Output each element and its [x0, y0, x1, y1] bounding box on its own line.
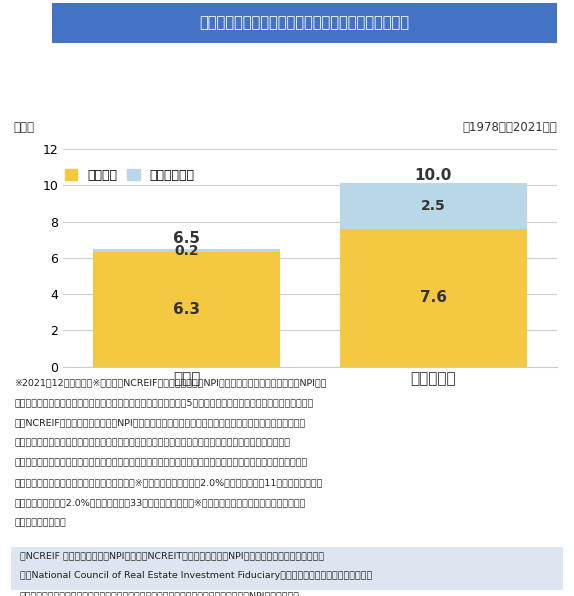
- Text: 直接もしくはファンド経由で投資する投資目的でのみ保有される不動産の価格指数です。NPIに組み入れら: 直接もしくはファンド経由で投資する投資目的でのみ保有される不動産の価格指数です。…: [20, 591, 300, 596]
- Bar: [93, 249, 280, 252]
- Text: 入対象である集合住宅、ホテル、産業施設、オフィス、商業施設の5セクターの単純平均リターンです。セクター分: 入対象である集合住宅、ホテル、産業施設、オフィス、商業施設の5セクターの単純平均…: [14, 399, 313, 408]
- Legend: 賃料収益, 値上がり収益: 賃料収益, 値上がり収益: [60, 164, 200, 187]
- Text: 「NCREIF プロパティ指数（NPI）とは」NCREITプロパティ指数（NPI）は、米国不動産投資受託者協: 「NCREIF プロパティ指数（NPI）とは」NCREITプロパティ指数（NPI…: [20, 551, 324, 560]
- Text: 会（National Council of Real Estate Investment Fiduciary）が作成・公表する、機関投資家が: 会（National Council of Real Estate Invest…: [20, 571, 372, 580]
- Text: 6.5: 6.5: [173, 231, 200, 246]
- Bar: [340, 184, 527, 229]
- Text: ※2021年12月末時点。※上記は、NCREIFプロパティ指数（NPI）を使用しています。収益率はNPIの組: ※2021年12月末時点。※上記は、NCREIFプロパティ指数（NPI）を使用し…: [14, 378, 327, 388]
- Text: 10.0: 10.0: [414, 167, 452, 182]
- Text: 0.2: 0.2: [174, 244, 199, 257]
- Bar: [340, 229, 527, 367]
- Text: 異なるインフレ期における実物不動産の年率リターン: 異なるインフレ期における実物不動産の年率リターン: [199, 15, 409, 30]
- Text: に対するインカムの比率）、および値上がり収益（前期末の不動産時価に対する今期中の不動産価値増減分: に対するインカムの比率）、および値上がり収益（前期末の不動産時価に対する今期中の…: [14, 439, 290, 448]
- Text: 類はNCREIFの定義に基づきます。NPIは不動産の時価を使用しており、賃料等収益（前期末の不動産時価: 類はNCREIFの定義に基づきます。NPIは不動産の時価を使用しており、賃料等収…: [14, 418, 305, 427]
- Text: い場合があります。: い場合があります。: [14, 519, 66, 527]
- Text: 金調達をしていないものとして計算されます。※通常期はインフレ率が2.0%未満の年（過去11期間）　、インフ: 金調達をしていないものとして計算されます。※通常期はインフレ率が2.0%未満の年…: [14, 479, 323, 488]
- Text: （％）: （％）: [14, 121, 35, 134]
- Text: （1978年～2021年）: （1978年～2021年）: [462, 121, 557, 134]
- Bar: [93, 252, 280, 367]
- Text: の比率）の合計によって計算されます。なお、支払利息がリターンに与える影響を排除するために、負債による資: の比率）の合計によって計算されます。なお、支払利息がリターンに与える影響を排除す…: [14, 458, 308, 467]
- Text: 7.6: 7.6: [420, 290, 447, 305]
- Text: 2.5: 2.5: [421, 199, 446, 213]
- Text: レ期はインフレ率が2.0%以上の年（過去33期間）を指します。※四捨五入の関係で比率の合計が一致しな: レ期はインフレ率が2.0%以上の年（過去33期間）を指します。※四捨五入の関係で…: [14, 498, 305, 507]
- Bar: [11, 547, 563, 596]
- Text: 6.3: 6.3: [173, 302, 200, 317]
